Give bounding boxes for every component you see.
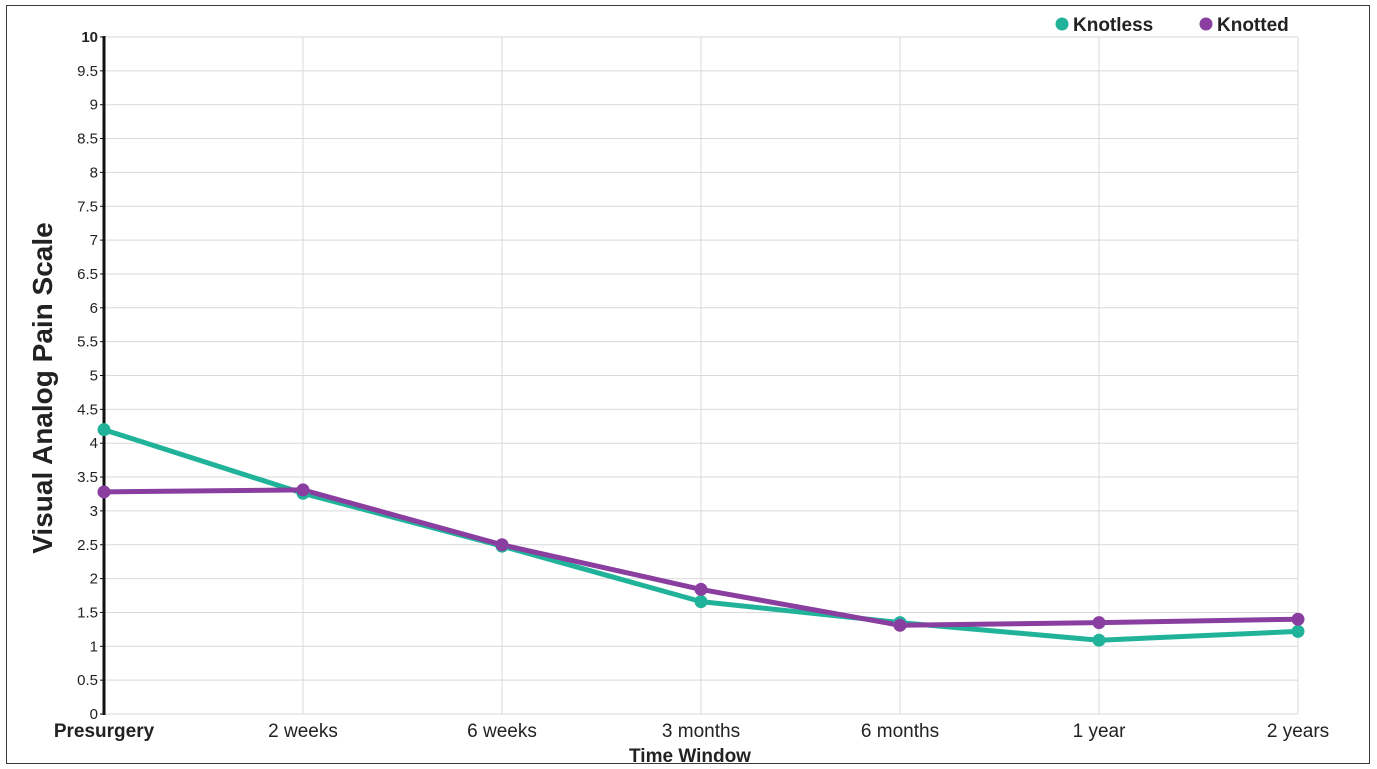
data-point-knotless[interactable] [1291, 624, 1305, 638]
data-point-knotted[interactable] [495, 538, 509, 552]
legend-marker-knotless [1055, 17, 1069, 31]
legend-label-knotless: Knotless [1073, 15, 1153, 36]
y-tick-label: 5.5 [77, 334, 98, 351]
y-axis-label: Visual Analog Pain Scale [27, 222, 58, 553]
y-tick-label: 3 [90, 503, 98, 520]
y-tick-label: 2 [90, 571, 98, 588]
data-point-knotless[interactable] [1092, 633, 1106, 647]
data-point-knotted[interactable] [1291, 612, 1305, 626]
x-tick-labels: Presurgery 2 weeks 6 weeks 3 months 6 months… [54, 721, 1329, 742]
x-tick-label: 1 year [1073, 721, 1126, 742]
y-tick-label: 3.5 [77, 469, 98, 486]
x-tick-label: 2 years [1267, 721, 1329, 742]
y-tick-label: 9.5 [77, 63, 98, 80]
data-point-knotted[interactable] [893, 618, 907, 632]
y-tick-label: 8 [90, 164, 98, 181]
y-tick-label: 10 [81, 29, 98, 46]
y-tick-label: 0 [90, 706, 98, 723]
x-tick-label: 6 months [861, 721, 939, 742]
data-point-knotted[interactable] [296, 483, 310, 497]
data-point-knotless[interactable] [97, 423, 111, 437]
x-tick-label: 3 months [662, 721, 740, 742]
y-tick-label: 8.5 [77, 131, 98, 148]
y-tick-label: 7.5 [77, 198, 98, 215]
y-tick-label: 6.5 [77, 266, 98, 283]
legend-item-knotted[interactable]: Knotted [1199, 15, 1289, 36]
y-tick-label: 6 [90, 300, 98, 317]
y-tick-label: 5 [90, 368, 98, 385]
data-point-knotted[interactable] [694, 582, 708, 596]
y-tick-label: 1.5 [77, 604, 98, 621]
data-point-knotted[interactable] [1092, 616, 1106, 630]
y-tick-label: 1 [90, 638, 98, 655]
legend-label-knotted: Knotted [1217, 15, 1289, 36]
legend-marker-knotted [1199, 17, 1213, 31]
legend-item-knotless[interactable]: Knotless [1055, 15, 1154, 36]
y-tick-label: 7 [90, 232, 98, 249]
legend: Knotless Knotted [1055, 15, 1289, 36]
x-tick-label: 2 weeks [268, 721, 338, 742]
x-axis-label: Time Window [629, 746, 751, 767]
data-point-knotted[interactable] [97, 485, 111, 499]
y-tick-labels: 0 0.5 1 1.5 2 2.5 3 3.5 4 4.5 5 5.5 6 6.5 7 7.5 8 8.5 9 9.5… [77, 29, 98, 723]
y-tick-label: 4 [90, 435, 98, 452]
grid [100, 36, 1299, 715]
y-tick-label: 0.5 [77, 672, 98, 689]
series [97, 423, 1305, 647]
y-tick-label: 2.5 [77, 537, 98, 554]
data-point-knotless[interactable] [694, 595, 708, 609]
y-tick-label: 9 [90, 97, 98, 114]
y-tick-label: 4.5 [77, 401, 98, 418]
x-tick-label: Presurgery [54, 721, 155, 742]
x-tick-label: 6 weeks [467, 721, 537, 742]
